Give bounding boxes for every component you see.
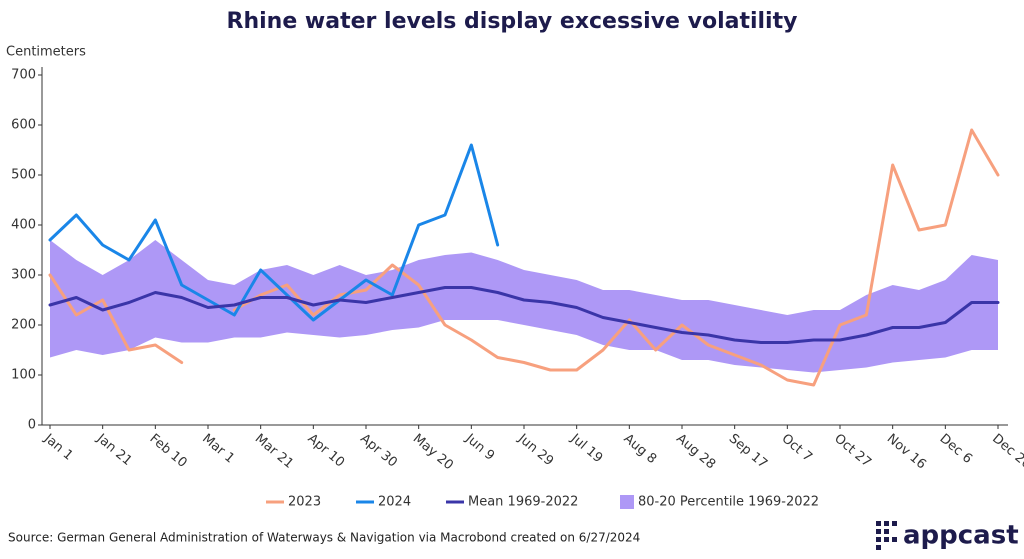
x-tick-label: Jun 9 <box>462 431 497 464</box>
legend-label: Mean 1969-2022 <box>468 495 578 510</box>
chart-title: Rhine water levels display excessive vol… <box>227 9 798 34</box>
x-tick-label: Nov 16 <box>884 431 929 472</box>
x-tick-label: Sep 17 <box>726 431 770 472</box>
x-tick-label: Aug 8 <box>621 431 660 467</box>
x-tick-label: Jun 29 <box>514 431 556 469</box>
y-tick-label: 600 <box>11 118 36 133</box>
y-tick-label: 700 <box>11 68 36 83</box>
x-tick-label: Mar 1 <box>199 431 237 466</box>
legend-label: 2023 <box>288 495 321 510</box>
x-tick-label: Jul 19 <box>567 431 605 467</box>
line-0 <box>48 128 1000 387</box>
logo-icon <box>876 521 897 550</box>
y-tick-label: 500 <box>11 168 36 183</box>
x-tick-label: Oct 27 <box>831 431 874 470</box>
legend-swatch <box>620 495 634 509</box>
x-tick-label: Mar 21 <box>252 431 296 472</box>
line-2 <box>48 286 1000 344</box>
y-tick-label: 300 <box>11 268 36 283</box>
x-tick-label: Jan 1 <box>40 431 75 464</box>
x-tick-label: Dec 6 <box>937 431 975 467</box>
x-tick-label: Jan 21 <box>93 431 135 469</box>
y-axis-label: Centimeters <box>6 45 86 60</box>
x-tick-label: May 20 <box>410 431 456 473</box>
source: Source: German General Administration of… <box>8 531 640 545</box>
y-tick-label: 200 <box>11 318 36 333</box>
x-tick-label: Feb 10 <box>147 431 190 471</box>
legend-label: 80-20 Percentile 1969-2022 <box>638 495 819 510</box>
x-tick-label: Oct 7 <box>779 431 815 465</box>
percentile-band <box>50 240 998 373</box>
y-tick-label: 100 <box>11 368 36 383</box>
line-1 <box>48 143 500 322</box>
y-tick-label: 400 <box>11 218 36 233</box>
x-tick-label: Dec 26 <box>989 431 1024 472</box>
x-tick-label: Apr 30 <box>357 431 400 470</box>
x-tick-label: Aug 28 <box>673 431 718 472</box>
legend-label: 2024 <box>378 495 411 510</box>
x-tick-label: Apr 10 <box>305 431 348 470</box>
logo: appcast <box>903 521 1019 551</box>
y-tick-label: 0 <box>28 418 36 433</box>
